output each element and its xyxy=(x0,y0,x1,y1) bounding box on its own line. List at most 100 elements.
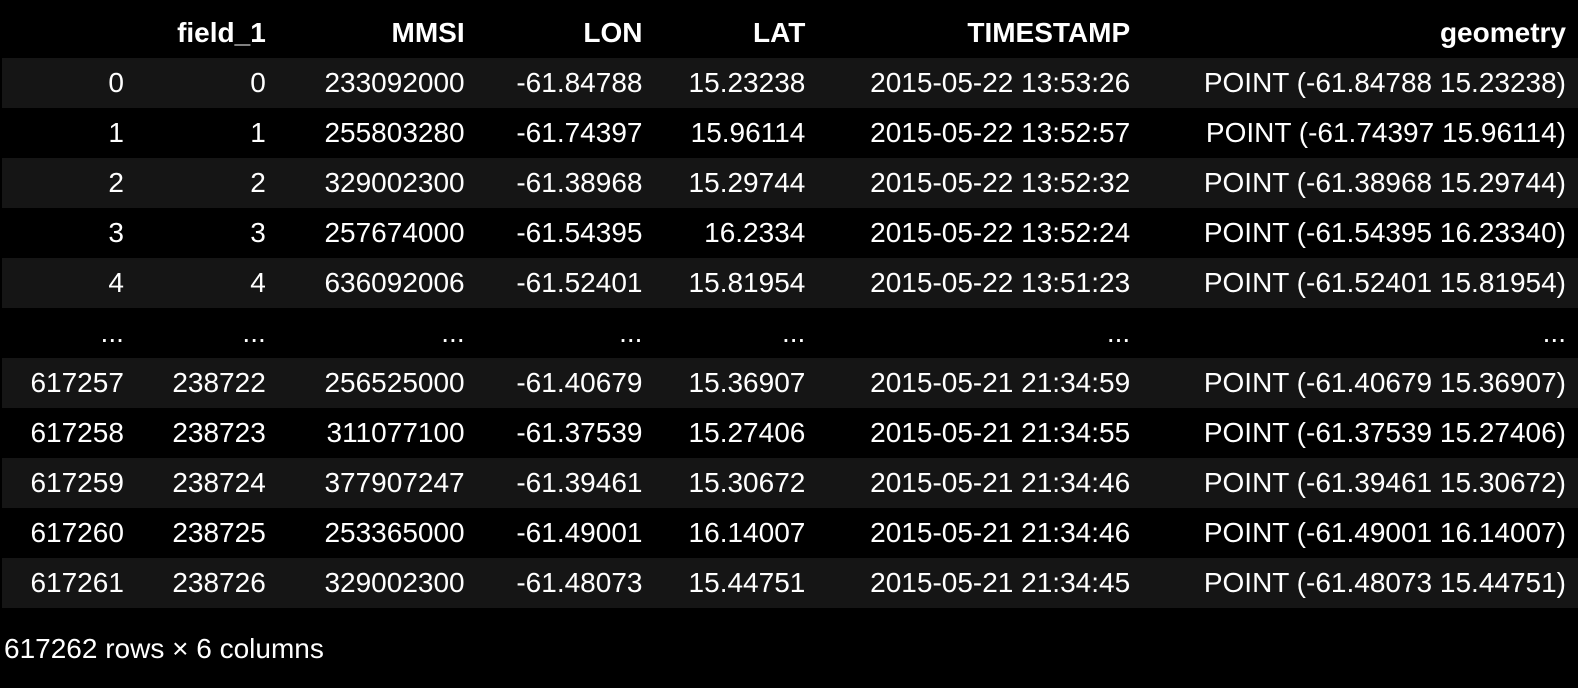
mmsi-cell: 257674000 xyxy=(324,217,465,248)
field-1-cell: 238725 xyxy=(172,517,266,548)
table-row: 617261 238726 329002300 -61.48073 15.44751 20… xyxy=(2,558,1578,608)
field-1-cell: 238724 xyxy=(172,467,266,498)
geometry-cell: POINT (-61.52401 15.81954) xyxy=(1203,267,1566,298)
mmsi-cell: 233092000 xyxy=(324,67,465,98)
table-row: 3 3 257674000 -61.54395 16.2334 2015-05-22 13… xyxy=(2,208,1578,258)
field-1-cell: 0 xyxy=(250,67,266,98)
lon-cell: -61.37539 xyxy=(516,417,643,448)
timestamp-cell: 2015-05-22 13:52:24 xyxy=(870,217,1131,248)
mmsi-cell: 329002300 xyxy=(324,167,465,198)
index-cell: 2 xyxy=(108,167,124,198)
index-cell: 617260 xyxy=(30,517,124,548)
mmsi-cell: ... xyxy=(441,317,465,348)
dataframe-output: field_1 MMSI LON LAT TIMESTAMP geometry … xyxy=(2,8,1578,608)
geometry-cell: POINT (-61.37539 15.27406) xyxy=(1203,417,1566,448)
index-cell: 617259 xyxy=(30,467,124,498)
geometry-cell: POINT (-61.74397 15.96114) xyxy=(1205,117,1566,148)
geometry-cell: POINT (-61.48073 15.44751) xyxy=(1203,567,1566,598)
field-1-cell: 4 xyxy=(250,267,266,298)
dataframe-shape-info: 617262 rows × 6 columns xyxy=(4,633,324,664)
timestamp-cell: 2015-05-21 21:34:46 xyxy=(870,467,1131,498)
mmsi-cell: 255803280 xyxy=(324,117,465,148)
lat-cell: 15.30672 xyxy=(688,467,806,498)
lat-cell: 15.44751 xyxy=(688,567,806,598)
table-body: 0 0 233092000 -61.84788 15.23238 2015-05-22 1… xyxy=(2,58,1578,608)
table-row: 617258 238723 311077100 -61.37539 15.27406 20… xyxy=(2,408,1578,458)
index-cell: 617261 xyxy=(30,567,124,598)
mmsi-cell: 253365000 xyxy=(324,517,465,548)
table-row: 2 2 329002300 -61.38968 15.29744 2015-05-22 1… xyxy=(2,158,1578,208)
lon-cell: -61.49001 xyxy=(516,517,643,548)
geometry-cell: POINT (-61.84788 15.23238) xyxy=(1203,67,1566,98)
header-row: field_1 MMSI LON LAT TIMESTAMP geometry xyxy=(2,8,1578,58)
dataframe-table: field_1 MMSI LON LAT TIMESTAMP geometry … xyxy=(2,8,1578,608)
geometry-cell: ... xyxy=(1542,317,1566,348)
ellipsis-row: ..................... xyxy=(2,308,1578,358)
timestamp-cell: 2015-05-21 21:34:55 xyxy=(870,417,1131,448)
lon-cell: -61.54395 xyxy=(516,217,643,248)
column-header-timestamp: TIMESTAMP xyxy=(817,8,1143,58)
field-1-cell: 2 xyxy=(250,167,266,198)
field-1-cell: 238723 xyxy=(172,417,266,448)
table-row: 4 4 636092006 -61.52401 15.81954 2015-05-22 1… xyxy=(2,258,1578,308)
table-row: 0 0 233092000 -61.84788 15.23238 2015-05-22 1… xyxy=(2,58,1578,108)
timestamp-cell: ... xyxy=(1106,317,1131,348)
index-cell: 3 xyxy=(108,217,124,248)
mmsi-cell: 329002300 xyxy=(324,567,465,598)
geometry-cell: POINT (-61.38968 15.29744) xyxy=(1203,167,1566,198)
lat-cell: ... xyxy=(782,317,806,348)
index-cell: 1 xyxy=(108,117,124,148)
lon-cell: -61.84788 xyxy=(516,67,643,98)
geometry-cell: POINT (-61.54395 16.23340) xyxy=(1203,217,1566,248)
lon-cell: -61.74397 xyxy=(516,117,643,148)
index-cell: 617258 xyxy=(30,417,124,448)
field-1-cell: 238722 xyxy=(172,367,266,398)
column-header-lon: LON xyxy=(476,8,655,58)
mmsi-cell: 636092006 xyxy=(324,267,465,298)
lon-cell: -61.38968 xyxy=(516,167,643,198)
timestamp-cell: 2015-05-22 13:52:57 xyxy=(870,117,1131,148)
timestamp-cell: 2015-05-21 21:34:59 xyxy=(870,367,1131,398)
column-header-field-1: field_1 xyxy=(135,8,278,58)
table-row: 617257 238722 256525000 -61.40679 15.36907 20… xyxy=(2,358,1578,408)
geometry-cell: POINT (-61.40679 15.36907) xyxy=(1203,367,1566,398)
index-cell: ... xyxy=(100,317,124,348)
geometry-cell: POINT (-61.39461 15.30672) xyxy=(1203,467,1566,498)
column-header-lat: LAT xyxy=(654,8,818,58)
column-header-index xyxy=(2,8,136,58)
mmsi-cell: 377907247 xyxy=(324,467,465,498)
lat-cell: 16.2334 xyxy=(704,217,806,248)
index-cell: 617257 xyxy=(30,367,124,398)
lat-cell: 15.23238 xyxy=(688,67,806,98)
lon-cell: -61.39461 xyxy=(516,467,643,498)
column-header-mmsi: MMSI xyxy=(277,8,477,58)
table-header: field_1 MMSI LON LAT TIMESTAMP geometry xyxy=(2,8,1578,58)
lon-cell: ... xyxy=(619,317,643,348)
field-1-cell: 1 xyxy=(250,117,266,148)
timestamp-cell: 2015-05-22 13:53:26 xyxy=(870,67,1131,98)
field-1-cell: 238726 xyxy=(172,567,266,598)
index-cell: 0 xyxy=(108,67,124,98)
index-cell: 4 xyxy=(108,267,124,298)
mmsi-cell: 256525000 xyxy=(324,367,465,398)
timestamp-cell: 2015-05-22 13:52:32 xyxy=(870,167,1131,198)
lon-cell: -61.48073 xyxy=(516,567,643,598)
lat-cell: 15.36907 xyxy=(688,367,806,398)
lat-cell: 15.81954 xyxy=(688,267,806,298)
table-row: 1 1 255803280 -61.74397 15.96114 2015-05-22 1… xyxy=(2,108,1578,158)
column-header-geometry: geometry xyxy=(1142,8,1578,58)
mmsi-cell: 311077100 xyxy=(326,417,465,448)
timestamp-cell: 2015-05-22 13:51:23 xyxy=(870,267,1131,298)
field-1-cell: ... xyxy=(242,317,266,348)
lat-cell: 16.14007 xyxy=(688,517,806,548)
timestamp-cell: 2015-05-21 21:34:45 xyxy=(870,567,1131,598)
field-1-cell: 3 xyxy=(250,217,266,248)
lat-cell: 15.29744 xyxy=(688,167,806,198)
lat-cell: 15.27406 xyxy=(688,417,806,448)
table-row: 617259 238724 377907247 -61.39461 15.30672 20… xyxy=(2,458,1578,508)
timestamp-cell: 2015-05-21 21:34:46 xyxy=(870,517,1131,548)
lon-cell: -61.40679 xyxy=(516,367,643,398)
geometry-cell: POINT (-61.49001 16.14007) xyxy=(1203,517,1566,548)
lat-cell: 15.96114 xyxy=(690,117,806,148)
table-row: 617260 238725 253365000 -61.49001 16.14007 20… xyxy=(2,508,1578,558)
